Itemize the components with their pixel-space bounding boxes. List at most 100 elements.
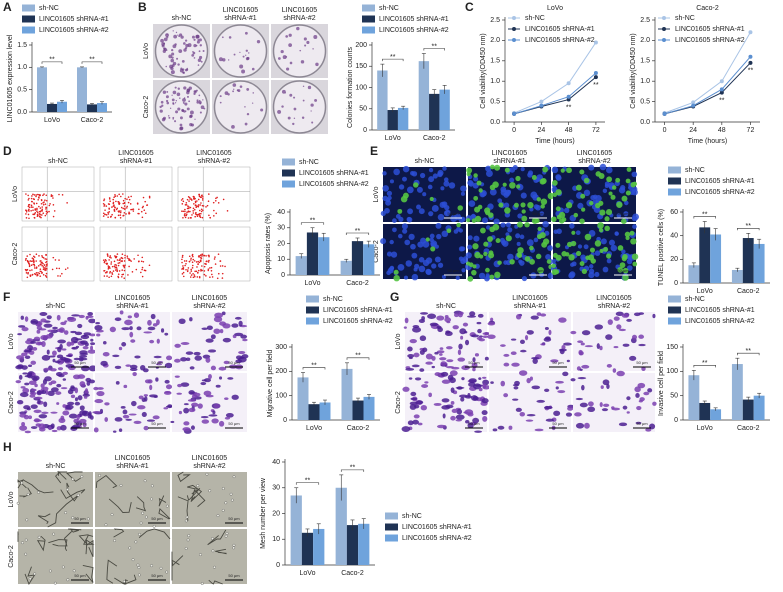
cell (492, 428, 498, 432)
event (46, 211, 49, 214)
event (38, 255, 40, 257)
event (199, 256, 202, 259)
bar (699, 227, 711, 283)
event (197, 213, 199, 216)
event (123, 205, 126, 207)
tunel-cell (552, 252, 558, 258)
event (33, 267, 36, 269)
event (193, 208, 196, 211)
nucleus (533, 237, 539, 243)
tunel-cell (505, 235, 512, 242)
event (104, 213, 106, 216)
cell (40, 334, 49, 341)
bar (742, 238, 754, 283)
cell (643, 391, 650, 396)
event (53, 210, 56, 212)
event (106, 263, 108, 265)
cell (43, 401, 48, 408)
nucleus (398, 233, 403, 239)
event (141, 266, 144, 269)
tunel-cell (495, 238, 501, 244)
cell (64, 320, 68, 323)
event (122, 214, 124, 217)
tunel-cell (531, 174, 537, 180)
event (200, 210, 203, 213)
column-label: shRNA-#1 (116, 303, 148, 310)
event (127, 274, 129, 276)
cell (460, 335, 464, 340)
colony (246, 112, 250, 116)
event (190, 268, 192, 271)
nucleus (402, 165, 410, 173)
event (26, 255, 29, 257)
colony (196, 100, 200, 104)
cell (512, 384, 520, 387)
tube (207, 529, 227, 546)
cell (77, 395, 83, 401)
bar (341, 368, 353, 420)
cell (421, 384, 429, 388)
event (109, 272, 111, 274)
cell (470, 334, 480, 338)
cell (132, 372, 137, 377)
cell (412, 419, 420, 425)
event (115, 208, 118, 211)
colony (218, 57, 223, 62)
cell (125, 364, 132, 367)
cell (98, 474, 101, 477)
dish (213, 80, 268, 134)
cell (28, 415, 33, 420)
cell (526, 413, 536, 417)
event (29, 260, 32, 262)
nucleus (501, 240, 507, 246)
event (226, 210, 229, 212)
event (40, 270, 42, 273)
nucleus (428, 211, 434, 217)
cell (404, 317, 409, 324)
tunel-cell (473, 195, 479, 201)
cell (213, 328, 221, 334)
x-tick-label: LoVo (306, 425, 322, 432)
cell (122, 580, 126, 583)
nucleus (535, 204, 541, 211)
colony (303, 37, 307, 41)
cell (67, 317, 77, 322)
cell (474, 353, 479, 357)
event (185, 213, 188, 215)
event (112, 202, 115, 205)
cell (18, 325, 26, 328)
nucleus (504, 212, 511, 218)
nucleus (497, 198, 503, 204)
tunel-cell (517, 247, 524, 254)
tunel-cell (529, 259, 535, 265)
tunel-cell (551, 263, 556, 269)
cell (409, 401, 418, 406)
cell (455, 386, 465, 389)
cell (525, 419, 534, 422)
event (54, 259, 57, 261)
cell (143, 479, 147, 483)
y-tick-label: 0 (276, 562, 280, 569)
nucleus (460, 185, 467, 192)
cell (201, 419, 210, 424)
cell (234, 316, 242, 320)
event (214, 263, 217, 265)
colony (182, 101, 185, 104)
tunel-cell (584, 233, 592, 241)
colony (244, 122, 248, 126)
event (210, 266, 213, 269)
nucleus (594, 271, 600, 277)
cell (478, 338, 486, 342)
significance: ** (350, 465, 356, 472)
event (195, 261, 198, 263)
nucleus (600, 238, 607, 245)
significance-bracket (346, 357, 370, 360)
tunel-cell (597, 222, 604, 229)
cell (562, 371, 569, 377)
legend-swatch (668, 306, 681, 314)
event (41, 255, 43, 257)
event (128, 211, 130, 214)
image-bg (18, 529, 93, 584)
event (110, 275, 113, 278)
cell (184, 547, 188, 550)
